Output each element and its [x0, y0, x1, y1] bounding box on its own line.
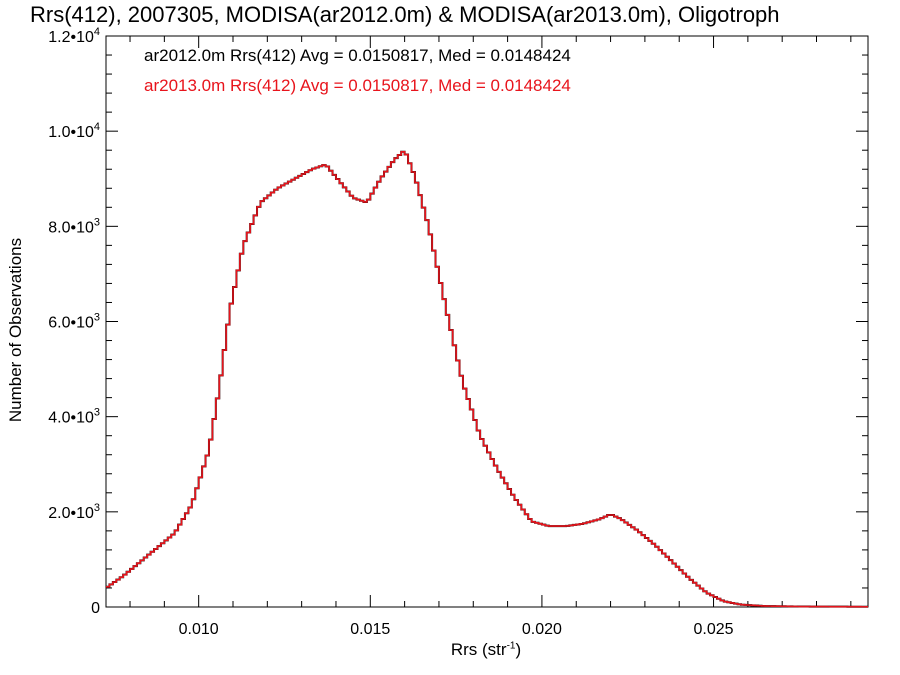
y-tick-label: 1.2•104 — [48, 26, 100, 46]
y-tick-label: 2.0•103 — [48, 502, 100, 522]
stats-line-ar2013: ar2013.0m Rrs(412) Avg = 0.0150817, Med … — [144, 76, 571, 95]
x-tick-label: 0.020 — [522, 621, 562, 638]
series-line-ar2012.0m — [106, 150, 868, 608]
chart-title: Rrs(412), 2007305, MODISA(ar2012.0m) & M… — [30, 2, 780, 27]
x-tick-label: 0.025 — [694, 621, 734, 638]
x-tick-label: 0.015 — [350, 621, 390, 638]
y-tick-label: 6.0•103 — [48, 312, 100, 332]
series-lines — [106, 150, 868, 608]
y-tick-label: 4.0•103 — [48, 407, 100, 427]
x-axis-label-exponent: -1 — [506, 640, 516, 652]
x-axis-label-close: ) — [515, 640, 522, 659]
y-tick-label: 8.0•103 — [48, 216, 100, 236]
y-tick-label: 1.0•104 — [48, 121, 100, 141]
plot-frame — [105, 35, 869, 608]
y-tick-label: 0 — [91, 600, 100, 617]
x-tick-label: 0.010 — [179, 621, 219, 638]
x-axis-label: Rrs (str-1) — [451, 640, 521, 660]
series-line-ar2013.0m — [106, 150, 868, 608]
x-axis-label-text: Rrs (str — [450, 640, 507, 659]
axis-ticks: 0 2.0•103 4.0•103 6.0•103 8.0•103 1.0•104 1.2•… — [48, 26, 868, 638]
stats-line-ar2012: ar2012.0m Rrs(412) Avg = 0.0150817, Med … — [144, 46, 571, 65]
